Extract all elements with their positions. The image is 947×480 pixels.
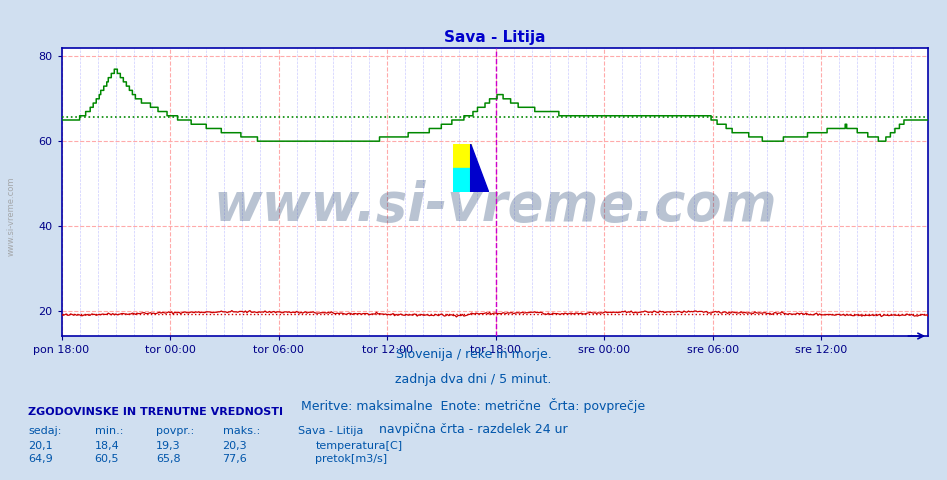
Text: 18,4: 18,4 xyxy=(95,441,119,451)
Title: Sava - Litija: Sava - Litija xyxy=(444,30,545,46)
Text: ZGODOVINSKE IN TRENUTNE VREDNOSTI: ZGODOVINSKE IN TRENUTNE VREDNOSTI xyxy=(28,407,283,417)
Text: 20,1: 20,1 xyxy=(28,441,53,451)
Text: 60,5: 60,5 xyxy=(95,454,119,464)
Text: www.si-vreme.com: www.si-vreme.com xyxy=(7,176,16,256)
Text: 64,9: 64,9 xyxy=(28,454,53,464)
Text: 20,3: 20,3 xyxy=(223,441,247,451)
Text: 19,3: 19,3 xyxy=(156,441,181,451)
Text: sedaj:: sedaj: xyxy=(28,426,62,436)
Polygon shape xyxy=(453,144,471,168)
Text: www.si-vreme.com: www.si-vreme.com xyxy=(213,180,777,232)
Text: maks.:: maks.: xyxy=(223,426,259,436)
Text: Slovenija / reke in morje.: Slovenija / reke in morje. xyxy=(396,348,551,361)
Text: 77,6: 77,6 xyxy=(223,454,247,464)
Text: temperatura[C]: temperatura[C] xyxy=(315,441,402,451)
Polygon shape xyxy=(453,168,471,192)
Text: navpična črta - razdelek 24 ur: navpična črta - razdelek 24 ur xyxy=(379,423,568,436)
Text: pretok[m3/s]: pretok[m3/s] xyxy=(315,454,387,464)
Polygon shape xyxy=(471,144,489,192)
Text: zadnja dva dni / 5 minut.: zadnja dva dni / 5 minut. xyxy=(395,373,552,386)
Text: min.:: min.: xyxy=(95,426,123,436)
Text: Meritve: maksimalne  Enote: metrične  Črta: povprečje: Meritve: maksimalne Enote: metrične Črta… xyxy=(301,398,646,413)
Text: povpr.:: povpr.: xyxy=(156,426,194,436)
Text: 65,8: 65,8 xyxy=(156,454,181,464)
Text: Sava - Litija: Sava - Litija xyxy=(298,426,364,436)
